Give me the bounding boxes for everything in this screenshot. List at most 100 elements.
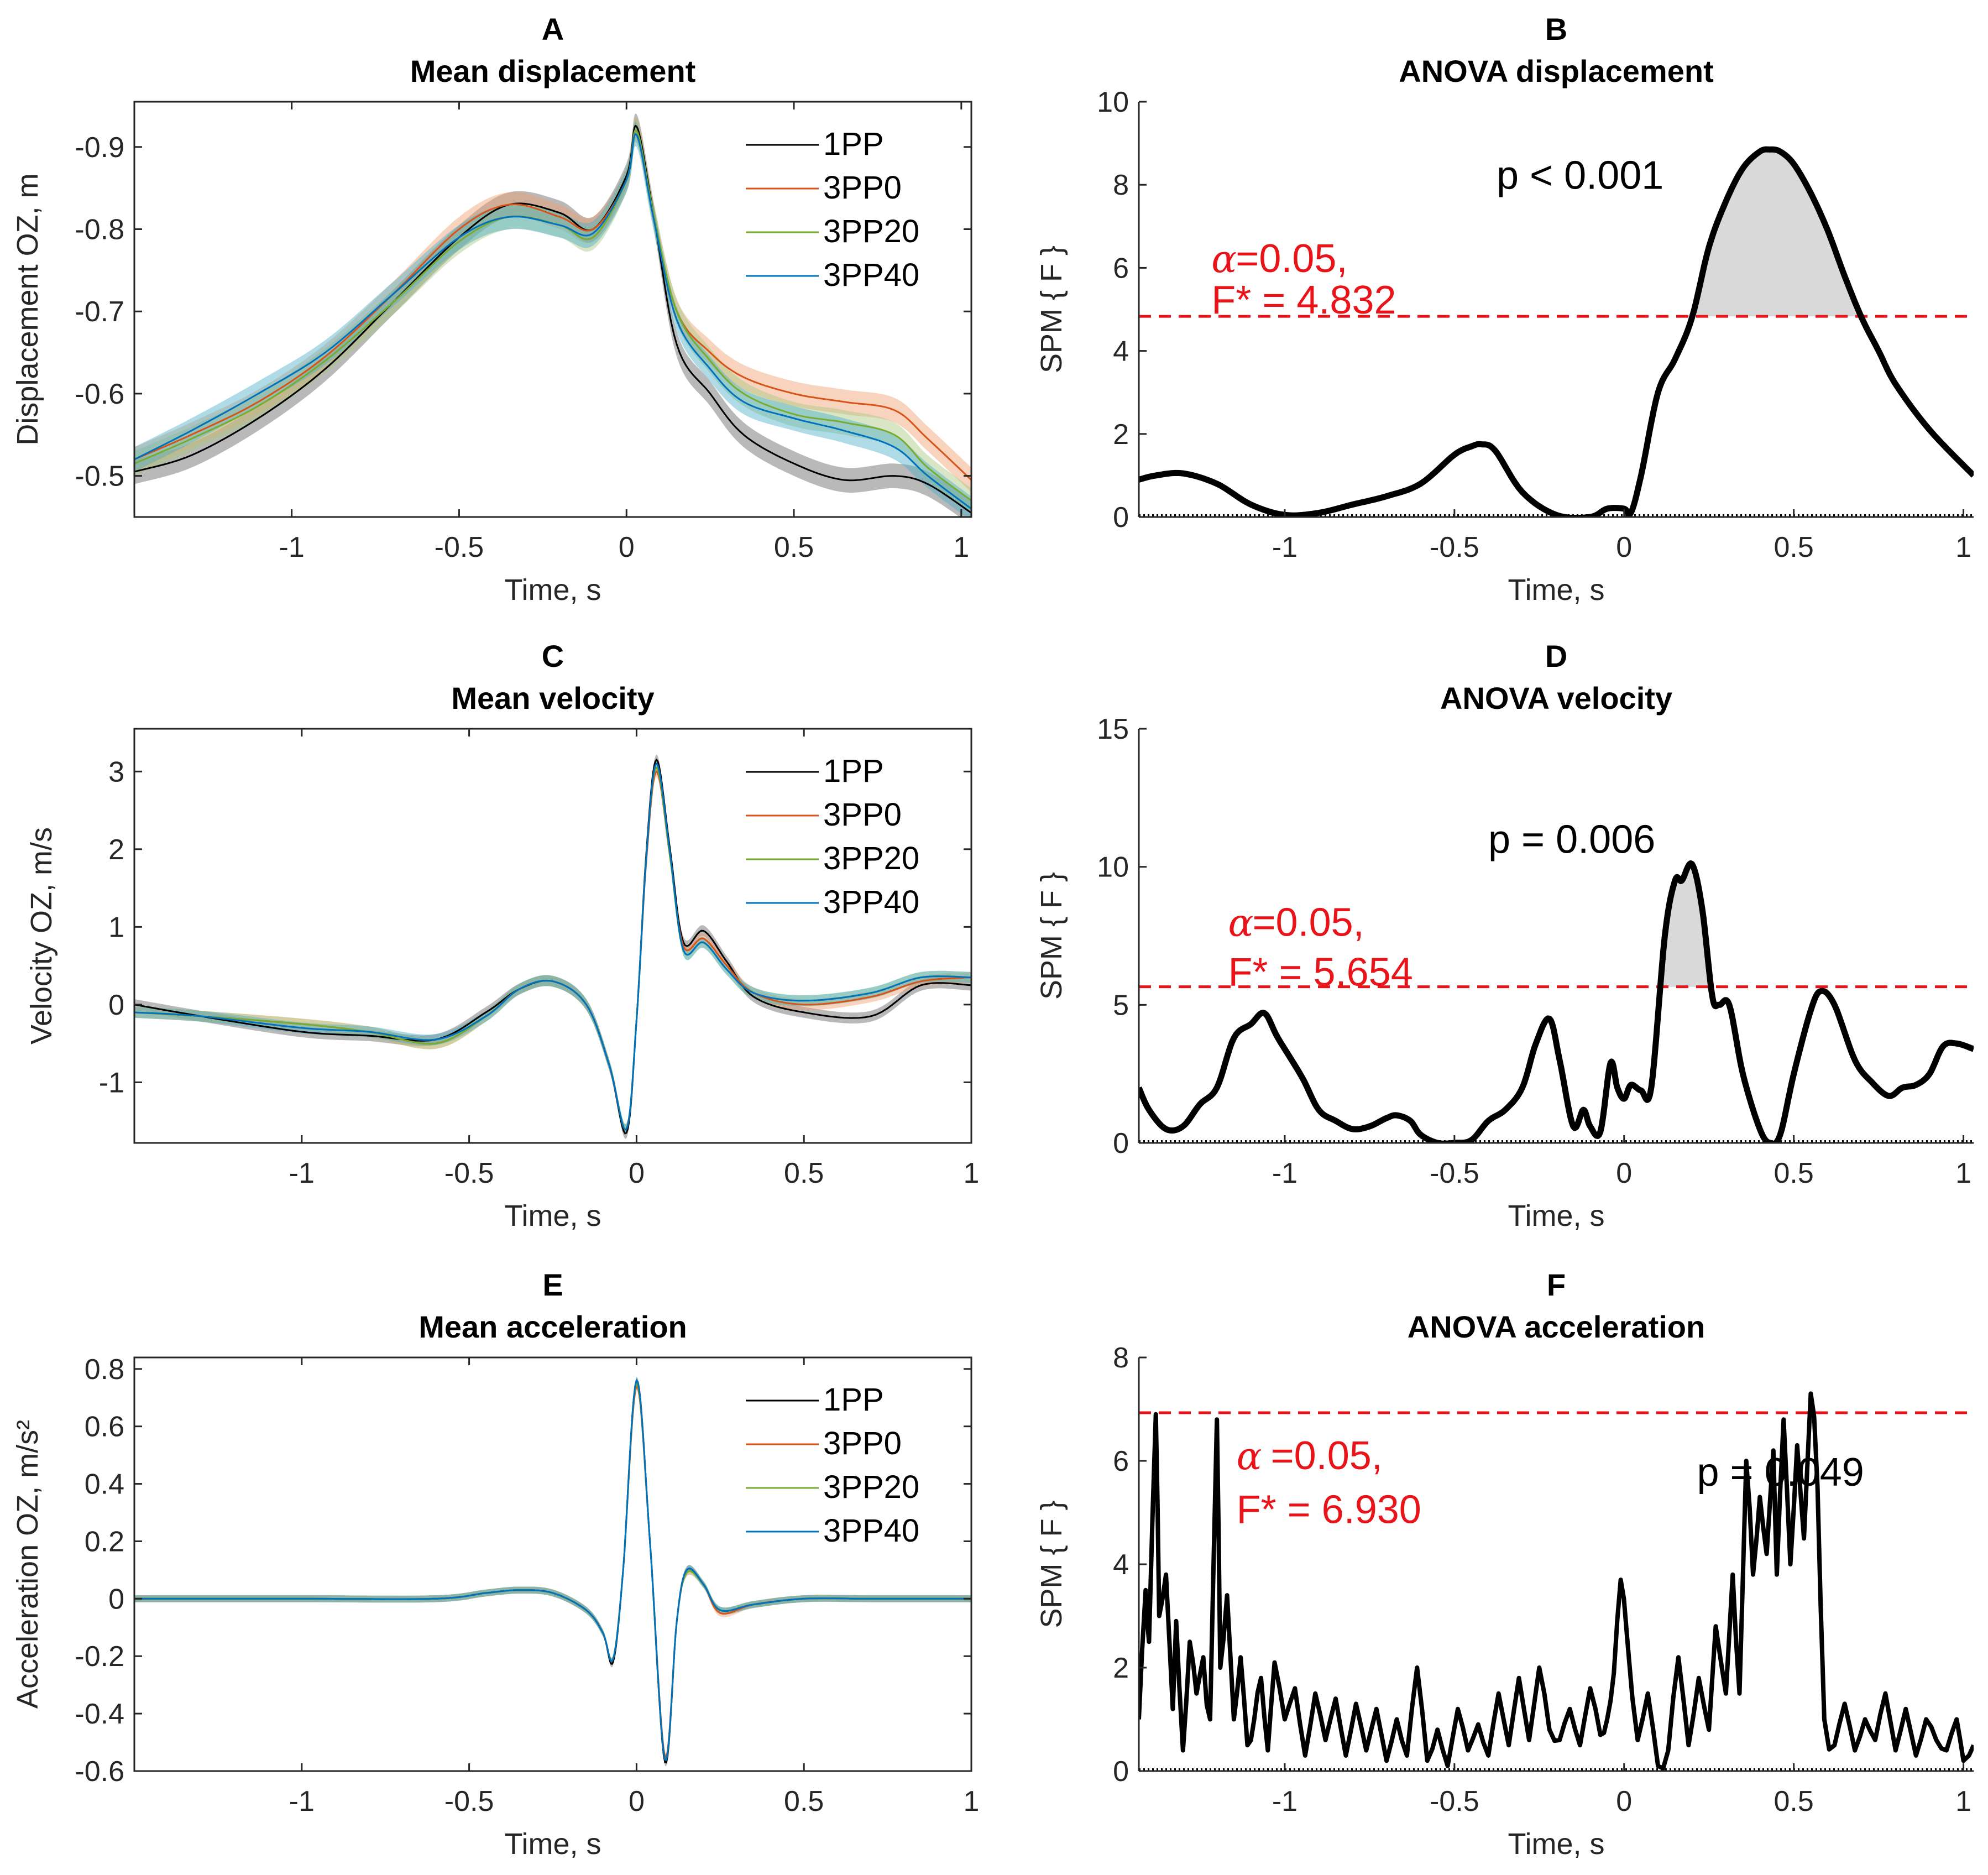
x-tick-label: 0.5 xyxy=(1774,531,1814,563)
y-tick-label: 4 xyxy=(1113,336,1129,368)
legend-label-1pp: 1PP xyxy=(823,1382,884,1418)
axes-box xyxy=(133,101,972,518)
series-3pp40 xyxy=(134,133,971,510)
y-tick-label: 0.2 xyxy=(85,1526,124,1558)
y-tick-label: 8 xyxy=(1113,1342,1129,1374)
x-tick-label: 1 xyxy=(1955,531,1971,563)
x-tick-label: -0.5 xyxy=(1430,531,1479,563)
p-value-text: p = 0.049 xyxy=(1697,1450,1864,1495)
y-tick-label: -0.6 xyxy=(75,1756,124,1788)
panel-title: ANOVA velocity xyxy=(1440,681,1672,715)
legend-label-1pp: 1PP xyxy=(823,753,884,789)
alpha-symbol: α xyxy=(1228,902,1254,946)
panel-title: ANOVA displacement xyxy=(1399,54,1713,88)
legend-label-3pp20: 3PP20 xyxy=(823,213,919,249)
x-tick-label: 0 xyxy=(1616,1785,1632,1817)
y-tick-label: 15 xyxy=(1097,713,1129,745)
p-value-text: p = 0.006 xyxy=(1488,818,1655,862)
plot-area xyxy=(1139,1391,1974,1771)
band-3pp20 xyxy=(134,118,971,513)
spm-curve xyxy=(1139,1391,1974,1771)
suprathreshold-cluster xyxy=(1694,149,1860,317)
x-tick-label: 0.5 xyxy=(784,1157,824,1189)
x-tick-label: -1 xyxy=(279,531,305,563)
panel-c: C Mean velocity -1 -0.5 0 0.5 1 -1 0 1 2 3 Time, s Ve… xyxy=(25,639,979,1232)
panel-a: A Mean displacement -1 -0.5 0 0.5 1 -0.5 -0.6 -0.… xyxy=(11,12,972,607)
plot-area xyxy=(134,113,971,517)
alpha-symbol: α xyxy=(1237,1435,1262,1479)
legend-label-3pp40: 3PP40 xyxy=(823,1513,919,1549)
x-tick-label: -0.5 xyxy=(1430,1157,1479,1189)
y-tick-label: 0 xyxy=(1113,1756,1129,1788)
x-axis-label: Time, s xyxy=(1508,1827,1605,1861)
legend-label-3pp40: 3PP40 xyxy=(823,257,919,293)
y-tick-label: -0.4 xyxy=(75,1698,124,1730)
legend-label-3pp0: 3PP0 xyxy=(823,1425,902,1461)
y-tick-label: -0.2 xyxy=(75,1641,124,1673)
y-tick-label: 8 xyxy=(1113,169,1129,201)
x-axis-label: Time, s xyxy=(1508,1199,1605,1232)
alpha-symbol: α xyxy=(1211,238,1237,281)
y-tick-label: 0 xyxy=(1113,502,1129,534)
x-tick-label: -0.5 xyxy=(435,531,484,563)
x-tick-label: 1 xyxy=(1955,1157,1971,1189)
y-axis-label: SPM { F } xyxy=(1035,246,1068,373)
y-tick-label: 1 xyxy=(108,911,124,943)
panel-f: F ANOVA acceleration -1 -0.5 0 0.5 1 0 2 4 6 8 Time,… xyxy=(1035,1267,1974,1861)
panel-title: Mean displacement xyxy=(410,54,696,88)
panel-letter: E xyxy=(542,1267,563,1302)
x-tick-label: -1 xyxy=(289,1157,315,1189)
legend-label-3pp0: 3PP0 xyxy=(823,797,902,833)
plot-area xyxy=(134,754,971,1139)
x-tick-label: -0.5 xyxy=(444,1785,494,1817)
legend: 1PP 3PP0 3PP20 3PP40 xyxy=(746,126,919,293)
panel-title: ANOVA acceleration xyxy=(1408,1309,1705,1344)
y-tick-label: 2 xyxy=(1113,419,1129,451)
x-tick-label: 1 xyxy=(1955,1785,1971,1817)
legend-label-3pp40: 3PP40 xyxy=(823,884,919,920)
y-tick-label: -0.8 xyxy=(75,214,124,246)
x-tick-label: 0 xyxy=(619,531,635,563)
y-tick-label: 6 xyxy=(1113,252,1129,284)
spm-curve xyxy=(1139,146,1974,517)
y-tick-label: -0.7 xyxy=(75,296,124,328)
x-tick-label: -1 xyxy=(1272,1157,1298,1189)
alpha-text: =0.05, xyxy=(1271,1434,1383,1478)
y-tick-label: 0 xyxy=(1113,1127,1129,1160)
y-axis-label: Velocity OZ, m/s xyxy=(25,827,58,1044)
panel-title: Mean velocity xyxy=(451,681,654,715)
y-tick-label: -0.5 xyxy=(75,461,124,493)
y-axis-label: SPM { F } xyxy=(1035,872,1068,1000)
legend-label-3pp20: 3PP20 xyxy=(823,1469,919,1505)
fstar-text: F* = 5.654 xyxy=(1228,950,1413,994)
y-tick-label: 4 xyxy=(1113,1549,1129,1581)
x-tick-label: 0.5 xyxy=(1774,1157,1814,1189)
y-tick-label: 10 xyxy=(1097,852,1129,884)
panel-letter: D xyxy=(1545,639,1567,673)
legend-label-1pp: 1PP xyxy=(823,126,884,162)
x-tick-label: 1 xyxy=(964,1157,980,1189)
fstar-text: F* = 4.832 xyxy=(1211,278,1396,322)
series-3pp40 xyxy=(134,1378,971,1761)
x-tick-label: 0 xyxy=(1616,531,1632,563)
y-axis-label: Displacement OZ, m xyxy=(11,173,44,445)
legend: 1PP 3PP0 3PP20 3PP40 xyxy=(746,1382,919,1549)
y-tick-label: 5 xyxy=(1113,989,1129,1021)
legend-label-3pp0: 3PP0 xyxy=(823,170,902,206)
x-tick-label: 0 xyxy=(1616,1157,1632,1189)
y-tick-label: -1 xyxy=(99,1067,124,1099)
x-tick-label: 0.5 xyxy=(784,1785,824,1817)
axes-box xyxy=(133,728,972,1144)
y-tick-label: 3 xyxy=(108,756,124,788)
y-axis-label: Acceleration OZ, m/s² xyxy=(11,1420,44,1709)
y-tick-label: 0 xyxy=(108,989,124,1021)
y-tick-label: 0.4 xyxy=(85,1469,124,1501)
x-axis-label: Time, s xyxy=(505,1827,601,1861)
y-tick-label: 2 xyxy=(1113,1652,1129,1684)
band-3pp40 xyxy=(134,122,971,517)
panel-letter: B xyxy=(1545,12,1567,46)
panel-e: E Mean acceleration -1 -0.5 0 0.5 1 -0.6 -0.4 -0.… xyxy=(11,1267,979,1861)
